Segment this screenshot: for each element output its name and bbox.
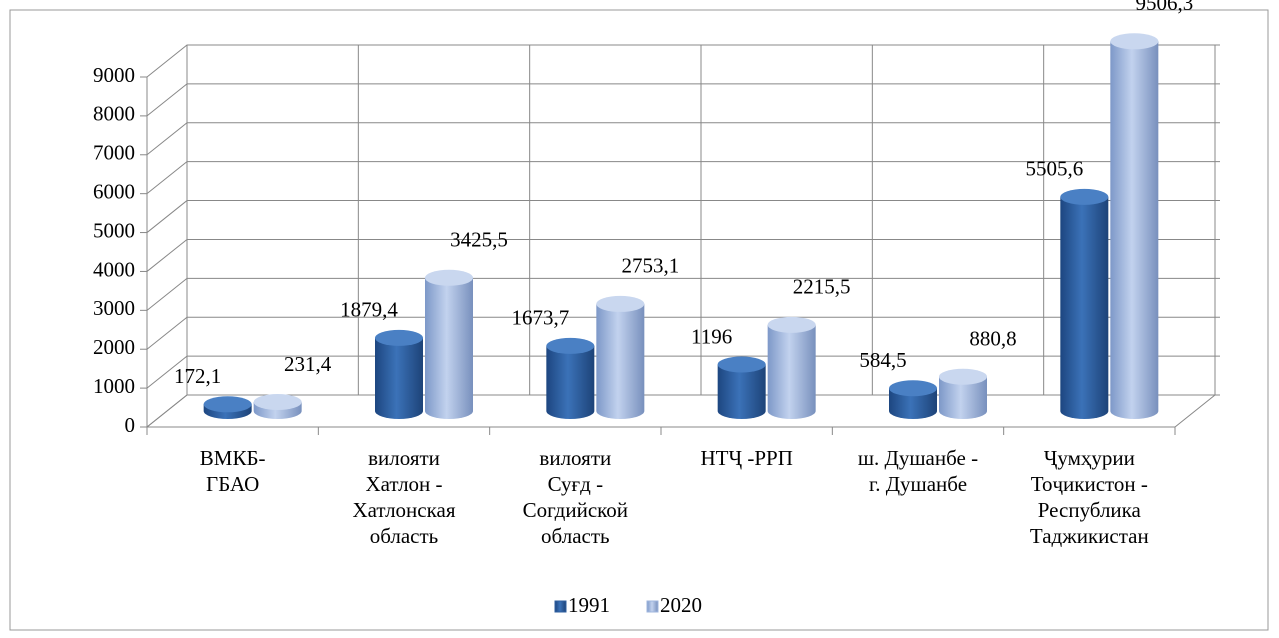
value-label: 880,8 [969,327,1016,351]
cylinder [767,324,816,419]
cylinder [1110,41,1159,420]
x-tick-label: ВМКБ-ГБАО [200,446,266,496]
y-tick-label: 3000 [93,296,135,320]
cylinder-top [1110,33,1159,50]
y-tick-label: 9000 [93,63,135,87]
value-label: 5505,6 [1025,157,1083,181]
x-tick-label: вилояти Суғд -Согдийской область [523,446,628,548]
cylinder-top [1060,188,1109,205]
cylinder [939,376,987,419]
cylinder [1060,196,1109,419]
value-label: 9506,3 [1135,0,1193,15]
cylinder-top [375,329,423,346]
cylinder [375,337,423,419]
cylinder [717,364,766,419]
value-label: 1673,7 [511,306,569,330]
cylinder [425,277,473,419]
legend-label: 2020 [660,593,702,617]
legend-label: 1991 [568,593,610,617]
y-tick-label: 6000 [93,179,135,203]
cylinder-top [767,316,816,333]
floor [145,394,1217,428]
cylinder-top [203,396,252,413]
cylinder-top [596,295,645,312]
cylinder-top [425,269,473,286]
legend-swatch [554,600,567,613]
x-tick-label: вилояти Хатлон -Хатлонская область [352,446,455,548]
y-tick-label: 7000 [93,141,135,165]
y-tick-label: 4000 [93,257,135,281]
cylinder [596,303,645,419]
x-tick-label: Ҷумҳурии Тоҷикистон -Республика Таджикиста… [1030,446,1149,548]
value-label: 2215,5 [793,275,851,299]
value-label: 3425,5 [450,228,508,252]
cylinder-top [546,337,595,354]
legend-swatch [646,600,659,613]
cylinder-top [717,356,766,373]
y-tick-label: 5000 [93,218,135,242]
cylinder [889,388,937,419]
x-tick-label: ш. Душанбе -г. Душанбе [858,446,978,496]
y-tick-label: 1000 [93,374,135,398]
y-tick-label: 2000 [93,335,135,359]
value-label: 172,1 [174,364,221,388]
value-label: 1196 [691,324,732,348]
cylinder-top [253,394,302,411]
cylinder-top [889,380,937,397]
value-label: 231,4 [284,352,332,376]
cylinder [546,345,595,419]
value-label: 2753,1 [621,254,679,278]
value-label: 1879,4 [340,298,398,322]
cylinder-top [939,368,987,385]
value-label: 584,5 [859,348,906,372]
y-tick-label: 8000 [93,102,135,126]
y-tick-label: 0 [125,413,136,437]
x-tick-label: НТҶ -РРП [700,446,792,470]
